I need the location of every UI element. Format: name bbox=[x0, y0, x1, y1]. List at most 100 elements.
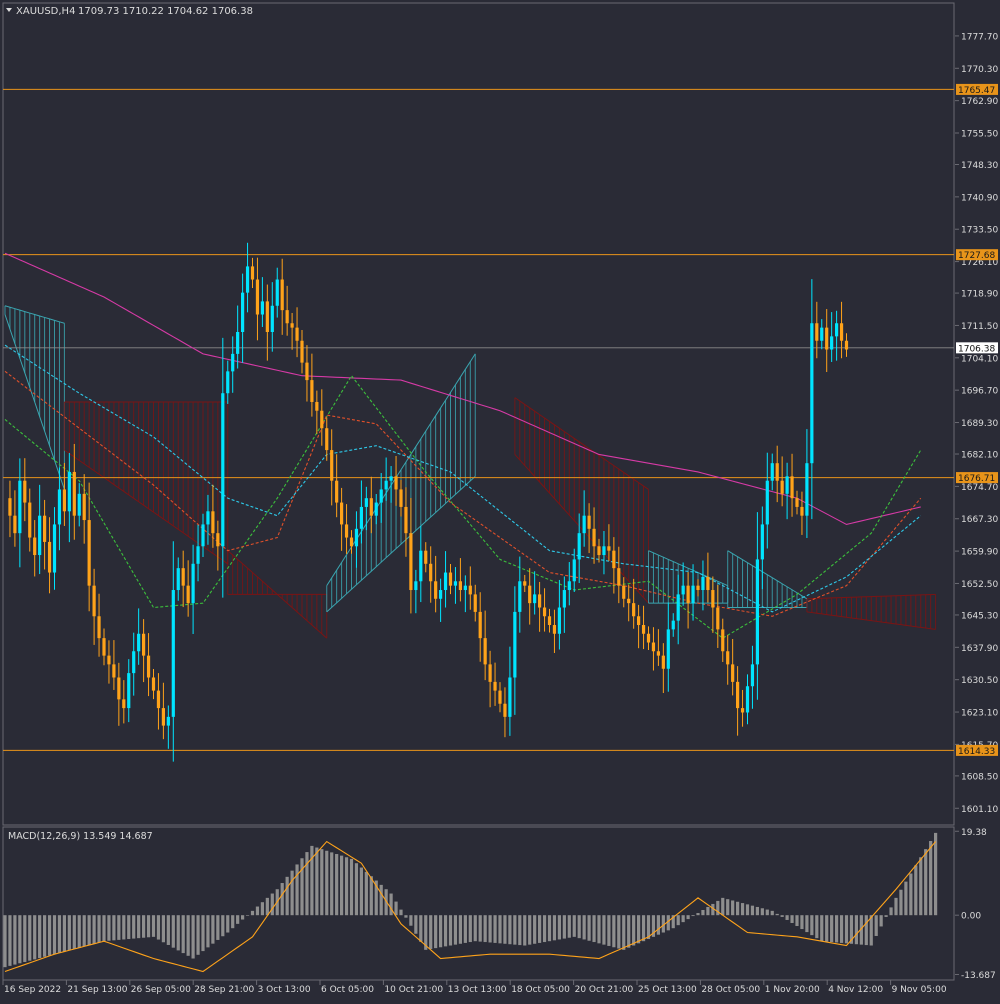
bear-candle[interactable] bbox=[87, 520, 91, 586]
bear-candle[interactable] bbox=[117, 677, 121, 700]
bull-candle[interactable] bbox=[132, 651, 136, 674]
bull-candle[interactable] bbox=[518, 581, 522, 612]
bear-candle[interactable] bbox=[448, 572, 453, 586]
bear-candle[interactable] bbox=[656, 651, 660, 656]
bear-candle[interactable] bbox=[731, 664, 735, 682]
bear-candle[interactable] bbox=[216, 533, 220, 547]
bear-candle[interactable] bbox=[651, 642, 656, 652]
bull-candle[interactable] bbox=[57, 489, 62, 525]
bull-candle[interactable] bbox=[241, 292, 245, 332]
bear-candle[interactable] bbox=[72, 471, 76, 516]
bull-candle[interactable] bbox=[231, 353, 235, 372]
bull-candle[interactable] bbox=[785, 476, 789, 494]
bear-candle[interactable] bbox=[320, 410, 324, 429]
bull-candle[interactable] bbox=[572, 559, 576, 582]
bull-candle[interactable] bbox=[236, 332, 240, 354]
bear-candle[interactable] bbox=[597, 546, 601, 556]
bull-candle[interactable] bbox=[359, 506, 363, 529]
bull-candle[interactable] bbox=[260, 301, 264, 315]
bear-candle[interactable] bbox=[528, 585, 532, 604]
bear-candle[interactable] bbox=[661, 655, 665, 669]
bear-candle[interactable] bbox=[8, 498, 12, 516]
bull-candle[interactable] bbox=[453, 581, 458, 586]
bull-candle[interactable] bbox=[508, 677, 512, 717]
bear-candle[interactable] bbox=[468, 585, 472, 595]
bear-candle[interactable] bbox=[844, 340, 849, 350]
bull-candle[interactable] bbox=[379, 489, 383, 503]
bull-candle[interactable] bbox=[176, 568, 180, 591]
bull-candle[interactable] bbox=[567, 581, 571, 591]
bear-candle[interactable] bbox=[790, 476, 794, 499]
bull-candle[interactable] bbox=[691, 585, 695, 604]
bear-candle[interactable] bbox=[181, 568, 185, 586]
bull-candle[interactable] bbox=[830, 336, 834, 350]
bear-candle[interactable] bbox=[547, 616, 552, 626]
bull-candle[interactable] bbox=[770, 463, 774, 481]
bear-candle[interactable] bbox=[711, 590, 715, 608]
bear-candle[interactable] bbox=[33, 537, 37, 556]
bull-candle[interactable] bbox=[77, 493, 81, 516]
bear-candle[interactable] bbox=[394, 476, 398, 490]
bear-candle[interactable] bbox=[47, 541, 52, 573]
bear-candle[interactable] bbox=[552, 625, 557, 634]
bull-candle[interactable] bbox=[191, 563, 195, 604]
bear-candle[interactable] bbox=[62, 489, 66, 512]
bull-candle[interactable] bbox=[354, 528, 359, 547]
bear-candle[interactable] bbox=[740, 708, 745, 713]
bear-candle[interactable] bbox=[800, 506, 804, 516]
bull-candle[interactable] bbox=[810, 323, 814, 464]
bear-candle[interactable] bbox=[429, 563, 433, 582]
bear-candle[interactable] bbox=[825, 327, 829, 350]
bear-candle[interactable] bbox=[161, 708, 165, 726]
bear-candle[interactable] bbox=[97, 616, 101, 639]
bear-candle[interactable] bbox=[721, 629, 725, 652]
bear-candle[interactable] bbox=[542, 607, 547, 617]
bear-candle[interactable] bbox=[28, 502, 32, 538]
bear-candle[interactable] bbox=[434, 581, 438, 599]
bull-candle[interactable] bbox=[196, 546, 200, 564]
bull-candle[interactable] bbox=[414, 581, 418, 591]
bear-candle[interactable] bbox=[122, 699, 126, 709]
bull-candle[interactable] bbox=[206, 511, 210, 525]
bear-candle[interactable] bbox=[488, 664, 492, 682]
bull-candle[interactable] bbox=[602, 546, 606, 556]
bear-candle[interactable] bbox=[280, 279, 284, 311]
bear-candle[interactable] bbox=[305, 362, 309, 381]
bear-candle[interactable] bbox=[478, 611, 482, 639]
bull-candle[interactable] bbox=[745, 686, 750, 713]
bear-candle[interactable] bbox=[325, 428, 329, 451]
bull-candle[interactable] bbox=[52, 524, 57, 573]
bull-candle[interactable] bbox=[18, 480, 22, 534]
bear-candle[interactable] bbox=[102, 638, 106, 656]
bull-candle[interactable] bbox=[245, 266, 250, 293]
bear-candle[interactable] bbox=[186, 585, 190, 604]
bull-candle[interactable] bbox=[201, 524, 205, 547]
bear-candle[interactable] bbox=[142, 633, 146, 656]
bear-candle[interactable] bbox=[335, 480, 339, 503]
bear-candle[interactable] bbox=[498, 690, 502, 704]
bull-candle[interactable] bbox=[127, 673, 131, 709]
bear-candle[interactable] bbox=[310, 380, 314, 402]
bull-candle[interactable] bbox=[820, 327, 824, 341]
bull-candle[interactable] bbox=[67, 471, 71, 512]
bull-candle[interactable] bbox=[562, 590, 566, 608]
bear-candle[interactable] bbox=[146, 655, 151, 678]
triangle-down-icon[interactable] bbox=[6, 8, 12, 12]
bear-candle[interactable] bbox=[349, 537, 354, 547]
bull-candle[interactable] bbox=[557, 607, 561, 634]
bear-candle[interactable] bbox=[815, 323, 819, 341]
bull-candle[interactable] bbox=[38, 515, 42, 556]
bull-candle[interactable] bbox=[419, 550, 423, 582]
bear-candle[interactable] bbox=[404, 506, 408, 534]
bear-candle[interactable] bbox=[706, 576, 710, 591]
bear-candle[interactable] bbox=[424, 550, 428, 564]
bear-candle[interactable] bbox=[112, 664, 116, 678]
bear-candle[interactable] bbox=[409, 533, 413, 591]
bear-candle[interactable] bbox=[592, 528, 596, 547]
bull-candle[interactable] bbox=[805, 463, 809, 516]
bull-candle[interactable] bbox=[389, 476, 393, 481]
bull-candle[interactable] bbox=[384, 480, 388, 490]
bull-candle[interactable] bbox=[364, 498, 368, 507]
bull-candle[interactable] bbox=[221, 393, 225, 547]
